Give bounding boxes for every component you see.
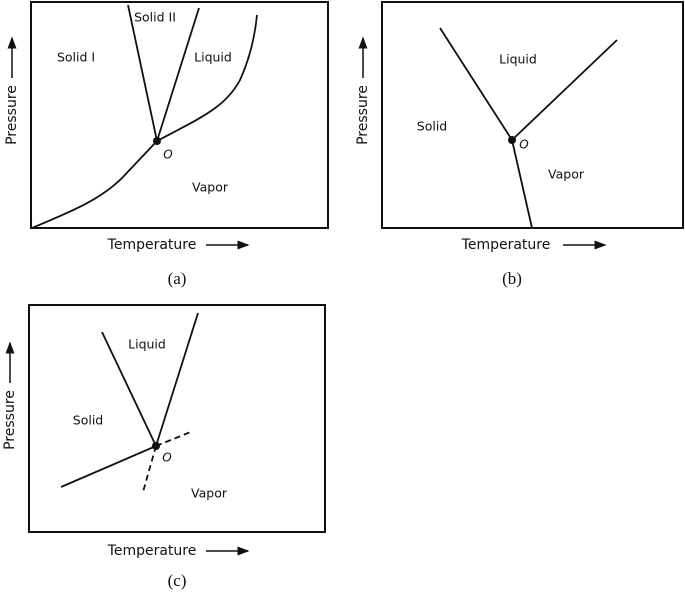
vaporization-curve (156, 14, 258, 142)
caption: (c) (168, 571, 187, 590)
region-label: Liquid (128, 337, 166, 352)
x-axis-label: Temperature (107, 543, 197, 559)
triple-point (508, 136, 516, 144)
panel-c: O Liquid Solid Vapor Temperature Pressur… (2, 304, 326, 590)
triple-point (153, 137, 161, 145)
region-label: Vapor (191, 486, 228, 501)
region-label: Liquid (499, 52, 537, 67)
metastable-extensions (142, 430, 194, 493)
phase-boundaries (439, 27, 618, 229)
y-axis-label: Pressure (4, 85, 20, 145)
region-label: Vapor (192, 180, 229, 195)
frame (30, 1, 329, 229)
phase-boundaries (60, 312, 199, 488)
solid-boundaries (127, 4, 200, 142)
point-label: O (519, 138, 528, 152)
point-label: O (163, 148, 172, 162)
region-label: Solid II (134, 10, 176, 25)
region-label: Solid (73, 413, 103, 428)
region-label: Liquid (194, 50, 232, 65)
triple-point (152, 442, 160, 450)
panel-b: O Liquid Solid Vapor Temperature Pressur… (355, 1, 684, 288)
frame (28, 304, 326, 533)
region-label: Solid I (57, 50, 95, 65)
frame (381, 1, 684, 229)
x-axis-label: Temperature (107, 237, 197, 253)
region-label: Solid (417, 119, 447, 134)
x-axis-label: Temperature (461, 237, 551, 253)
y-axis-label: Pressure (2, 390, 18, 450)
caption: (a) (168, 269, 187, 288)
y-axis-label: Pressure (355, 85, 371, 145)
caption: (b) (502, 269, 522, 288)
region-label: Vapor (548, 167, 585, 182)
panel-a: O Solid I Solid II Liquid Vapor Temperat… (4, 1, 329, 288)
sublimation-curve (31, 140, 158, 229)
point-label: O (162, 451, 171, 465)
